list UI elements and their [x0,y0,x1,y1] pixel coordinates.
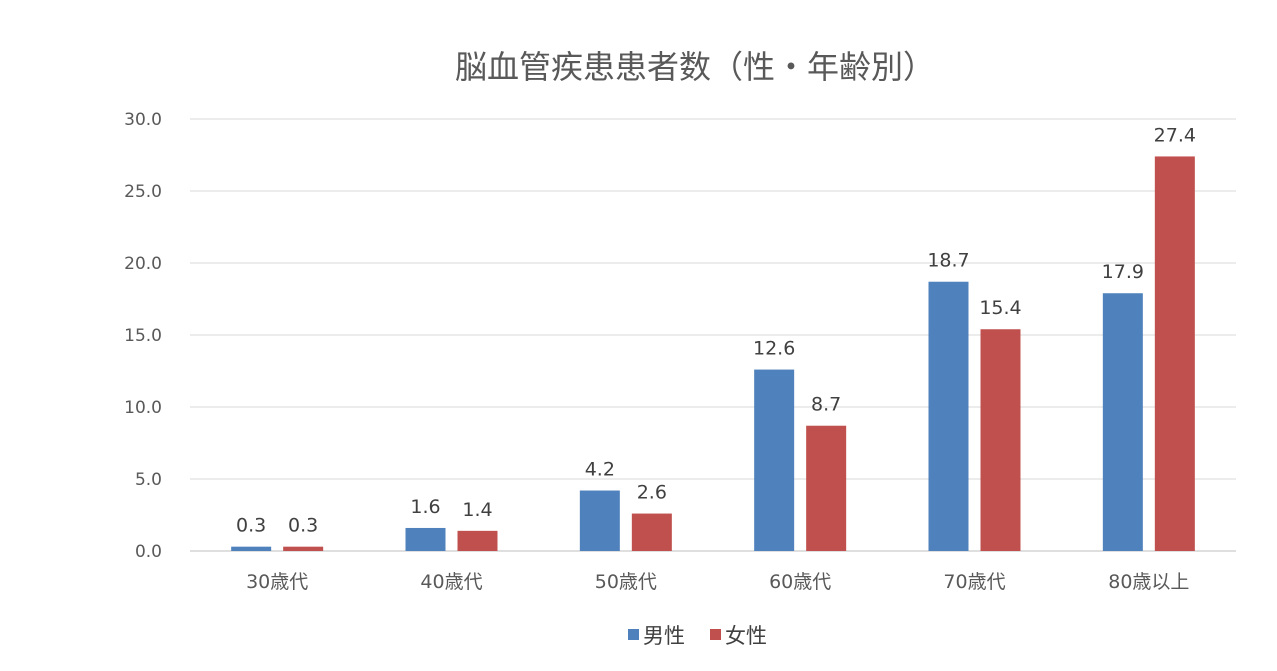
legend-swatch-female [710,629,721,640]
data-label: 15.4 [979,297,1021,319]
bar-female [980,329,1021,551]
data-label: 18.7 [927,250,969,272]
bar-female [1154,156,1195,551]
bar-female [283,546,324,551]
bars [231,156,1195,551]
data-label: 2.6 [637,482,667,504]
data-label: 12.6 [753,338,795,360]
gridlines [190,118,1236,552]
bar-male [928,281,969,551]
bar-male [754,369,795,551]
bar-male [1102,293,1143,551]
legend-label-male: 男性 [643,624,685,648]
bar-male [579,490,620,551]
legend-label-female: 女性 [725,624,767,648]
x-category-label: 50歳代 [595,571,657,593]
data-label: 1.4 [462,499,492,521]
x-axis-categories: 30歳代 40歳代 50歳代 60歳代 70歳代 80歳以上 [246,571,1189,593]
legend: 男性 女性 [628,624,767,648]
data-label: 17.9 [1102,261,1144,283]
data-label: 0.3 [236,515,266,537]
x-category-label: 30歳代 [246,571,308,593]
data-label: 27.4 [1154,124,1196,146]
data-labels: 0.3 0.3 1.6 1.4 4.2 2.6 12.6 8.7 18.7 15.4 17.9 27.… [236,124,1196,536]
bar-female [457,530,498,551]
bar-female [631,513,672,551]
data-label: 4.2 [585,459,615,481]
chart-title: 脳血管疾患患者数（性・年齢別） [455,48,935,86]
y-tick-label: 10.0 [124,398,162,418]
x-category-label: 60歳代 [769,571,831,593]
x-category-label: 40歳代 [420,571,482,593]
bar-female [806,425,847,551]
bar-male [405,527,446,551]
bar-male [231,546,272,551]
data-label: 1.6 [410,496,440,518]
x-category-label: 70歳代 [943,571,1005,593]
y-tick-label: 20.0 [124,254,162,274]
y-tick-label: 25.0 [124,182,162,202]
y-tick-label: 15.0 [124,326,162,346]
y-axis-ticks: 0.0 5.0 10.0 15.0 20.0 25.0 30.0 [124,110,162,562]
y-tick-label: 0.0 [135,542,162,562]
x-category-label: 80歳以上 [1108,571,1189,593]
data-label: 8.7 [811,394,841,416]
legend-swatch-male [628,629,639,640]
y-tick-label: 30.0 [124,110,162,130]
y-tick-label: 5.0 [135,470,162,490]
data-label: 0.3 [288,515,318,537]
